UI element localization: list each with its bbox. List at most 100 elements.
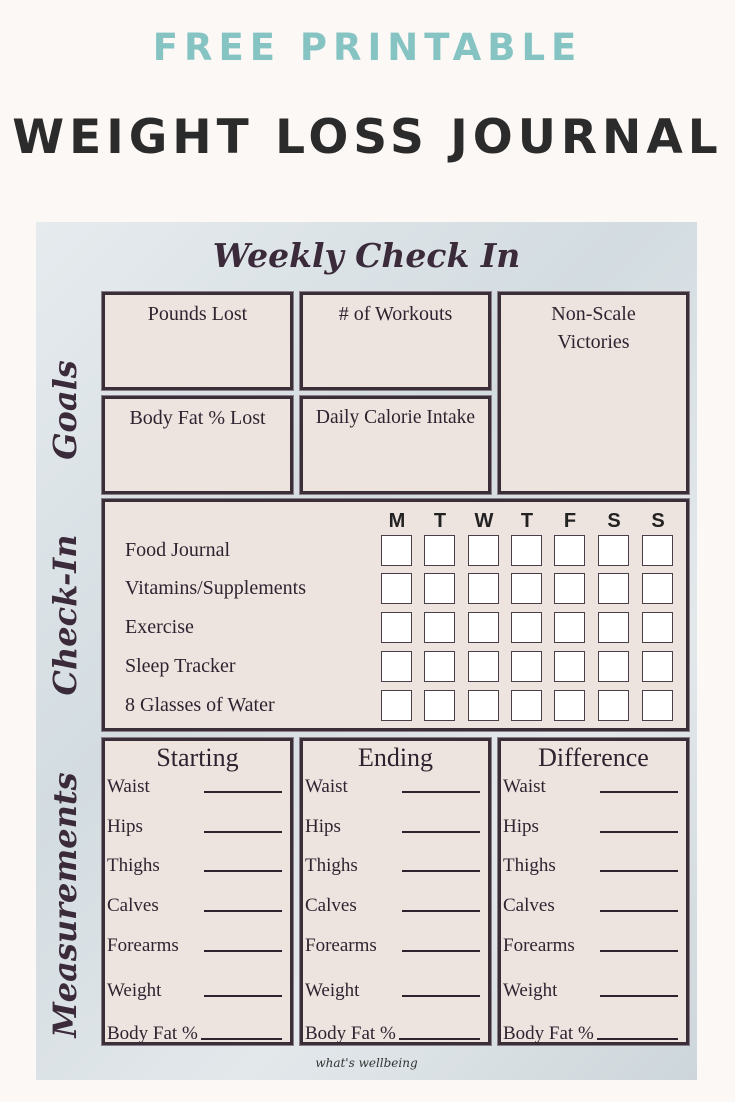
checkbox[interactable] — [381, 690, 412, 721]
measurement-row: Thighs — [305, 855, 480, 877]
measurement-row: Weight — [305, 980, 480, 1002]
goal-label: # of Workouts — [338, 303, 453, 325]
measurement-label: Waist — [107, 776, 150, 797]
measurement-blank-line[interactable] — [402, 831, 480, 833]
checkbox[interactable] — [642, 651, 673, 682]
checkbox[interactable] — [381, 612, 412, 643]
checkbox[interactable] — [511, 573, 542, 604]
measurement-blank-line[interactable] — [398, 1038, 480, 1040]
checkbox[interactable] — [598, 651, 629, 682]
measurement-row: Calves — [305, 895, 480, 917]
day-header: F — [563, 510, 577, 532]
checkbox[interactable] — [642, 612, 673, 643]
measurement-blank-line[interactable] — [402, 950, 480, 952]
checkbox[interactable] — [598, 573, 629, 604]
measurement-label: Calves — [305, 895, 357, 916]
checkbox[interactable] — [424, 535, 455, 566]
checkbox[interactable] — [468, 690, 499, 721]
checkbox[interactable] — [511, 612, 542, 643]
measurement-blank-line[interactable] — [600, 910, 678, 912]
measurement-label: Weight — [503, 980, 558, 1001]
goal-label: Body Fat % Lost — [129, 407, 266, 429]
measurement-blank-line[interactable] — [600, 870, 678, 872]
measurement-row: Body Fat % — [305, 1023, 480, 1045]
measurement-label: Weight — [305, 980, 360, 1001]
measurement-row: Forearms — [107, 935, 282, 957]
goal-label: Non-Scale Victories — [551, 303, 636, 353]
goal-box[interactable]: Daily Calorie Intake — [300, 396, 491, 494]
measurement-label: Weight — [107, 980, 162, 1001]
checkbox[interactable] — [598, 612, 629, 643]
checkbox[interactable] — [424, 690, 455, 721]
checkin-label: Check-In — [46, 534, 84, 696]
checkbox[interactable] — [642, 535, 673, 566]
measurement-row: Forearms — [503, 935, 678, 957]
checkbox[interactable] — [598, 535, 629, 566]
measurement-column-title: Ending — [357, 743, 434, 772]
measurement-blank-line[interactable] — [402, 995, 480, 997]
checkbox[interactable] — [381, 535, 412, 566]
measurement-row: Waist — [503, 776, 678, 798]
measurement-blank-line[interactable] — [204, 950, 282, 952]
measurement-label: Hips — [305, 816, 341, 837]
checkbox[interactable] — [424, 651, 455, 682]
measurement-label: Forearms — [503, 935, 575, 956]
checkbox[interactable] — [511, 690, 542, 721]
measurement-label: Hips — [503, 816, 539, 837]
checkbox[interactable] — [554, 612, 585, 643]
measurement-blank-line[interactable] — [402, 791, 480, 793]
measurement-row: Hips — [305, 816, 480, 838]
measurements-label: Measurements — [46, 772, 84, 1038]
goal-box[interactable]: Pounds Lost — [102, 292, 293, 390]
measurement-blank-line[interactable] — [596, 1038, 678, 1040]
checkbox[interactable] — [642, 573, 673, 604]
goal-box[interactable]: Body Fat % Lost — [102, 396, 293, 494]
measurement-blank-line[interactable] — [600, 995, 678, 997]
measurement-row: Thighs — [107, 855, 282, 877]
measurement-blank-line[interactable] — [204, 995, 282, 997]
checkbox[interactable] — [554, 535, 585, 566]
checkbox[interactable] — [511, 651, 542, 682]
measurement-blank-line[interactable] — [204, 831, 282, 833]
measurement-blank-line[interactable] — [402, 910, 480, 912]
checkbox[interactable] — [554, 573, 585, 604]
checkbox[interactable] — [554, 690, 585, 721]
checkin-box: M T W T F S S Food Journal Vitamins/Supplements E… — [102, 499, 689, 731]
measurement-label: Body Fat % — [305, 1023, 396, 1044]
checkbox[interactable] — [468, 573, 499, 604]
checkbox[interactable] — [554, 651, 585, 682]
checkbox[interactable] — [511, 535, 542, 566]
checkin-item-label: Food Journal — [125, 539, 230, 561]
measurement-blank-line[interactable] — [600, 950, 678, 952]
measurement-row: Thighs — [503, 855, 678, 877]
measurement-box: Starting Waist Hips Thighs Calves Forearms Wei… — [102, 738, 293, 1045]
measurement-label: Forearms — [305, 935, 377, 956]
checkin-item-label: Exercise — [125, 616, 194, 638]
measurement-blank-line[interactable] — [204, 791, 282, 793]
checkbox[interactable] — [424, 573, 455, 604]
checkbox[interactable] — [642, 690, 673, 721]
measurement-blank-line[interactable] — [204, 910, 282, 912]
measurement-label: Thighs — [503, 855, 556, 876]
measurement-blank-line[interactable] — [600, 791, 678, 793]
measurement-row: Hips — [107, 816, 282, 838]
measurement-label: Thighs — [305, 855, 358, 876]
measurement-blank-line[interactable] — [200, 1038, 282, 1040]
day-header: S — [607, 510, 621, 532]
goal-box[interactable]: Non-Scale Victories — [498, 292, 689, 494]
measurement-row: Body Fat % — [503, 1023, 678, 1045]
goals-label: Goals — [46, 360, 84, 460]
measurement-blank-line[interactable] — [402, 870, 480, 872]
checkbox[interactable] — [598, 690, 629, 721]
goal-box[interactable]: # of Workouts — [300, 292, 491, 390]
measurement-row: Weight — [503, 980, 678, 1002]
measurement-label: Hips — [107, 816, 143, 837]
checkbox[interactable] — [381, 573, 412, 604]
checkbox[interactable] — [468, 535, 499, 566]
checkbox[interactable] — [424, 612, 455, 643]
checkbox[interactable] — [468, 612, 499, 643]
checkbox[interactable] — [381, 651, 412, 682]
measurement-blank-line[interactable] — [204, 870, 282, 872]
checkbox[interactable] — [468, 651, 499, 682]
measurement-blank-line[interactable] — [600, 831, 678, 833]
